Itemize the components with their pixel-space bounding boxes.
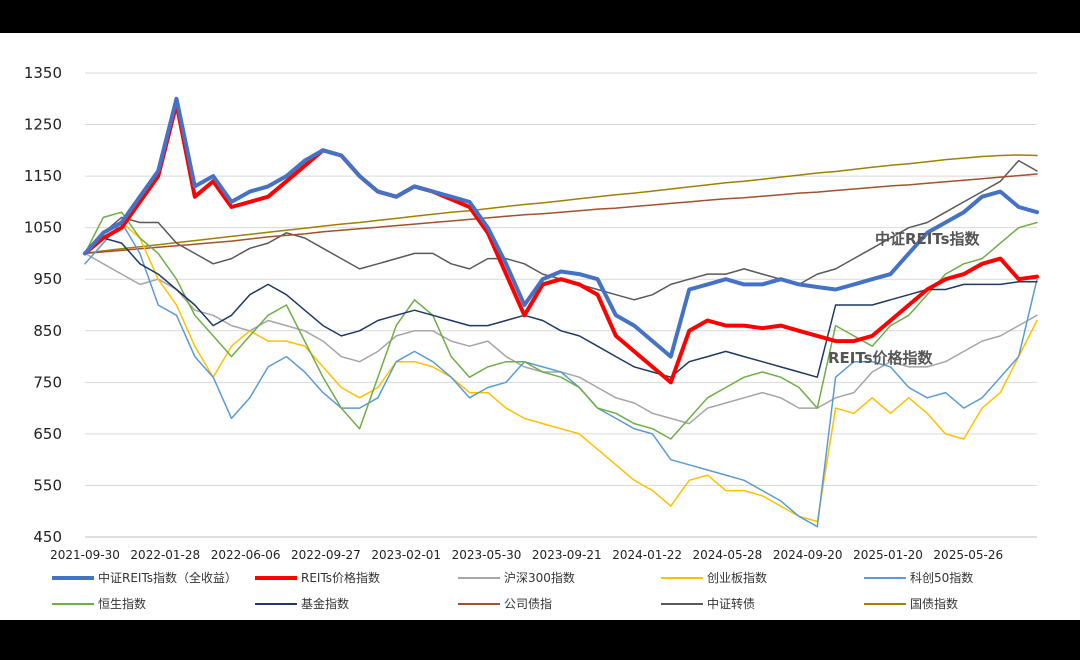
y-tick-label: 950 [33,270,62,288]
legend-label: 国债指数 [910,596,958,611]
x-tick-label: 2023-05-30 [452,548,522,562]
legend-label: 中证REITs指数（全收益） [98,570,237,585]
legend-label: 中证转债 [707,596,755,611]
y-tick-label: 1250 [24,116,62,134]
y-tick-label: 1050 [24,219,62,237]
x-tick-label: 2022-09-27 [291,548,361,562]
y-tick-label: 1150 [24,167,62,185]
y-tick-label: 450 [33,528,62,546]
legend-label: 创业板指数 [707,570,767,585]
legend-label: 沪深300指数 [504,570,575,585]
y-tick-label: 550 [33,476,62,494]
x-tick-label: 2025-05-26 [933,548,1003,562]
y-tick-label: 750 [33,373,62,391]
legend-label: 基金指数 [301,596,349,611]
line-chart: 450 550 650 750 850 950 1050 1150 1250 1350 2021-… [24,64,1039,611]
y-tick-label: 850 [33,322,62,340]
x-axis: 2021-09-30 2022-01-28 2022-06-06 2022-09-27… [50,536,1037,562]
series-line [83,101,1039,385]
x-tick-label: 2023-09-21 [532,548,602,562]
legend-label: 科创50指数 [910,570,973,585]
x-tick-label: 2025-01-20 [853,548,923,562]
legend: 中证REITs指数（全收益） REITs价格指数 沪深300指数 创业板指数 科创50指… [52,570,973,611]
series-line [84,221,1038,528]
x-tick-label: 2023-02-01 [371,548,441,562]
series-line [84,237,1038,378]
y-tick-label: 1350 [24,64,62,82]
x-tick-label: 2021-09-30 [50,548,120,562]
legend-label: 恒生指数 [98,596,146,611]
series-line [84,211,1038,440]
series-line [84,221,1038,523]
y-axis: 450 550 650 750 850 950 1050 1150 1250 1350 [24,64,62,546]
x-tick-label: 2024-01-22 [612,548,682,562]
series-lines [83,96,1039,528]
grid-lines [85,72,1037,538]
annotation-reits-total: 中证REITs指数 [875,230,981,248]
x-tick-label: 2022-06-06 [211,548,281,562]
chart-panel: 450 550 650 750 850 950 1050 1150 1250 1350 2021-… [0,33,1080,620]
x-tick-label: 2024-09-20 [773,548,843,562]
legend-label: 公司债指 [504,596,552,611]
series-line [84,173,1038,255]
x-tick-label: 2024-05-28 [693,548,763,562]
series-line [83,96,1039,359]
x-tick-label: 2022-01-28 [130,548,200,562]
series-line [84,154,1038,255]
annotation-reits-price: REITs价格指数 [828,349,934,367]
y-tick-label: 650 [33,425,62,443]
legend-label: REITs价格指数 [301,570,380,585]
